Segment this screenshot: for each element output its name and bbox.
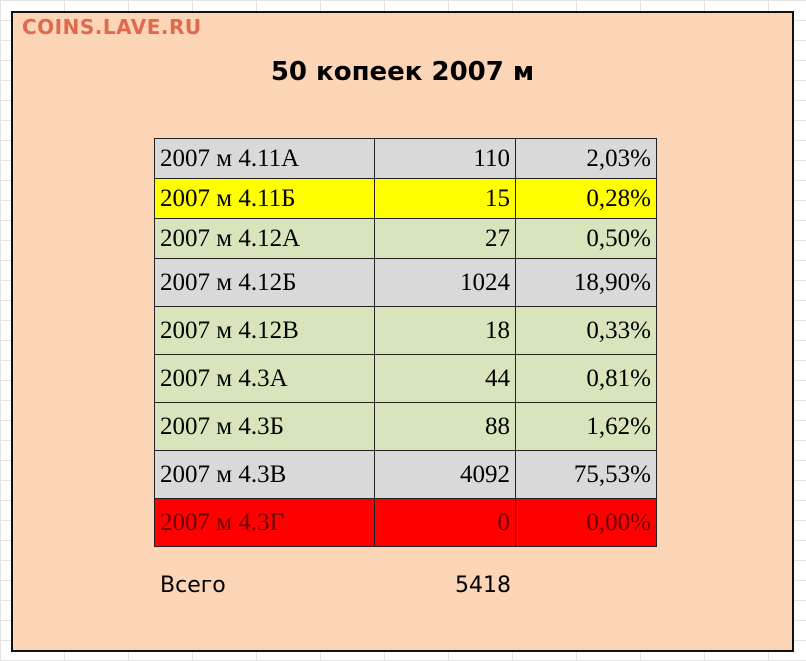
coin-variety-table: 2007 м 4.11А 110 2,03% 2007 м 4.11Б 15 0…	[154, 138, 657, 547]
variety-name-cell[interactable]: 2007 м 4.3Г	[154, 498, 375, 547]
count-cell[interactable]: 0	[374, 498, 516, 547]
count-cell[interactable]: 15	[374, 178, 516, 219]
total-label[interactable]: Всего	[160, 573, 226, 598]
percent-cell[interactable]: 75,53%	[515, 450, 657, 499]
table-row: 2007 м 4.12Б 1024 18,90%	[154, 258, 657, 307]
variety-name-cell[interactable]: 2007 м 4.12В	[154, 306, 375, 355]
table-row: 2007 м 4.3Б 88 1,62%	[154, 402, 657, 451]
percent-cell[interactable]: 0,00%	[515, 498, 657, 547]
count-cell[interactable]: 44	[374, 354, 516, 403]
percent-cell[interactable]: 18,90%	[515, 258, 657, 307]
variety-name-cell[interactable]: 2007 м 4.3Б	[154, 402, 375, 451]
table-row: 2007 м 4.11Б 15 0,28%	[154, 178, 657, 219]
page-title: 50 копеек 2007 м	[270, 57, 535, 87]
variety-name-cell[interactable]: 2007 м 4.11Б	[154, 178, 375, 219]
variety-name-cell[interactable]: 2007 м 4.3А	[154, 354, 375, 403]
count-cell[interactable]: 110	[374, 138, 516, 179]
table-row: 2007 м 4.12А 27 0,50%	[154, 218, 657, 259]
table-row: 2007 м 4.3А 44 0,81%	[154, 354, 657, 403]
variety-name-cell[interactable]: 2007 м 4.3В	[154, 450, 375, 499]
count-cell[interactable]: 4092	[374, 450, 516, 499]
count-cell[interactable]: 27	[374, 218, 516, 259]
percent-cell[interactable]: 1,62%	[515, 402, 657, 451]
percent-cell[interactable]: 0,33%	[515, 306, 657, 355]
count-cell[interactable]: 1024	[374, 258, 516, 307]
table-row: 2007 м 4.3В 4092 75,53%	[154, 450, 657, 499]
total-value[interactable]: 5418	[455, 573, 511, 598]
table-row: 2007 м 4.11А 110 2,03%	[154, 138, 657, 179]
table-row: 2007 м 4.3Г 0 0,00%	[154, 498, 657, 547]
percent-cell[interactable]: 0,50%	[515, 218, 657, 259]
count-cell[interactable]: 88	[374, 402, 516, 451]
variety-name-cell[interactable]: 2007 м 4.12Б	[154, 258, 375, 307]
watermark: COINS.LAVE.RU	[22, 15, 202, 39]
spreadsheet-area: COINS.LAVE.RU 50 копеек 2007 м 2007 м 4.…	[11, 11, 794, 652]
count-cell[interactable]: 18	[374, 306, 516, 355]
percent-cell[interactable]: 2,03%	[515, 138, 657, 179]
variety-name-cell[interactable]: 2007 м 4.12А	[154, 218, 375, 259]
table-row: 2007 м 4.12В 18 0,33%	[154, 306, 657, 355]
percent-cell[interactable]: 0,28%	[515, 178, 657, 219]
variety-name-cell[interactable]: 2007 м 4.11А	[154, 138, 375, 179]
percent-cell[interactable]: 0,81%	[515, 354, 657, 403]
